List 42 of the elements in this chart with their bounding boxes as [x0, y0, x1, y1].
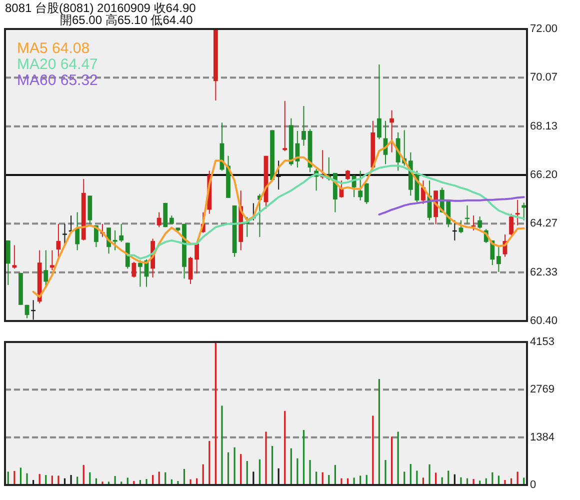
candlestick [364, 182, 369, 204]
candlestick [478, 216, 482, 230]
candlestick [44, 250, 48, 288]
candlestick [515, 199, 520, 226]
candlestick [62, 223, 67, 246]
candlestick [75, 212, 80, 251]
y-tick-label: 2769 [530, 384, 554, 396]
candlestick [156, 212, 162, 228]
y-tick-label: 4153 [530, 336, 554, 348]
y-tick-label: 0 [530, 478, 536, 491]
candlestick [458, 220, 464, 234]
candlestick [138, 260, 142, 288]
candlestick [24, 304, 30, 319]
candlestick [6, 240, 10, 286]
candlestick [346, 169, 350, 181]
candlestick [496, 246, 501, 272]
y-tick-label: 68.13 [530, 120, 558, 132]
candlestick [50, 250, 54, 271]
candlestick [282, 100, 288, 152]
line-series [32, 140, 525, 298]
candlestick [188, 256, 193, 284]
y-tick-label: 1384 [530, 431, 554, 444]
text: MA5 64.08 [17, 40, 90, 57]
candlestick [522, 202, 526, 221]
candlestick [377, 64, 382, 140]
y-tick-label: 66.20 [530, 168, 558, 181]
candlestick [132, 261, 136, 278]
candlestick [509, 213, 514, 236]
candlestick [194, 242, 200, 274]
candlestick [56, 223, 61, 258]
candlestick [390, 110, 394, 153]
candlestick [302, 106, 306, 146]
chart-title: 8081 台股(8081) 20160909 收64.90 [5, 1, 196, 15]
candlestick [12, 244, 17, 270]
y-tick-label: 60.40 [530, 314, 558, 327]
y-tick-label: 64.27 [530, 217, 558, 230]
y-tick-label: 70.07 [530, 71, 558, 84]
y-tick-label: 72.00 [530, 22, 558, 35]
chart-subtitle: 開65.00 高65.10 低64.40 [60, 13, 194, 27]
candlestick [358, 170, 363, 201]
text: MA20 64.47 [17, 56, 98, 73]
y-tick-label: 62.33 [530, 266, 558, 278]
